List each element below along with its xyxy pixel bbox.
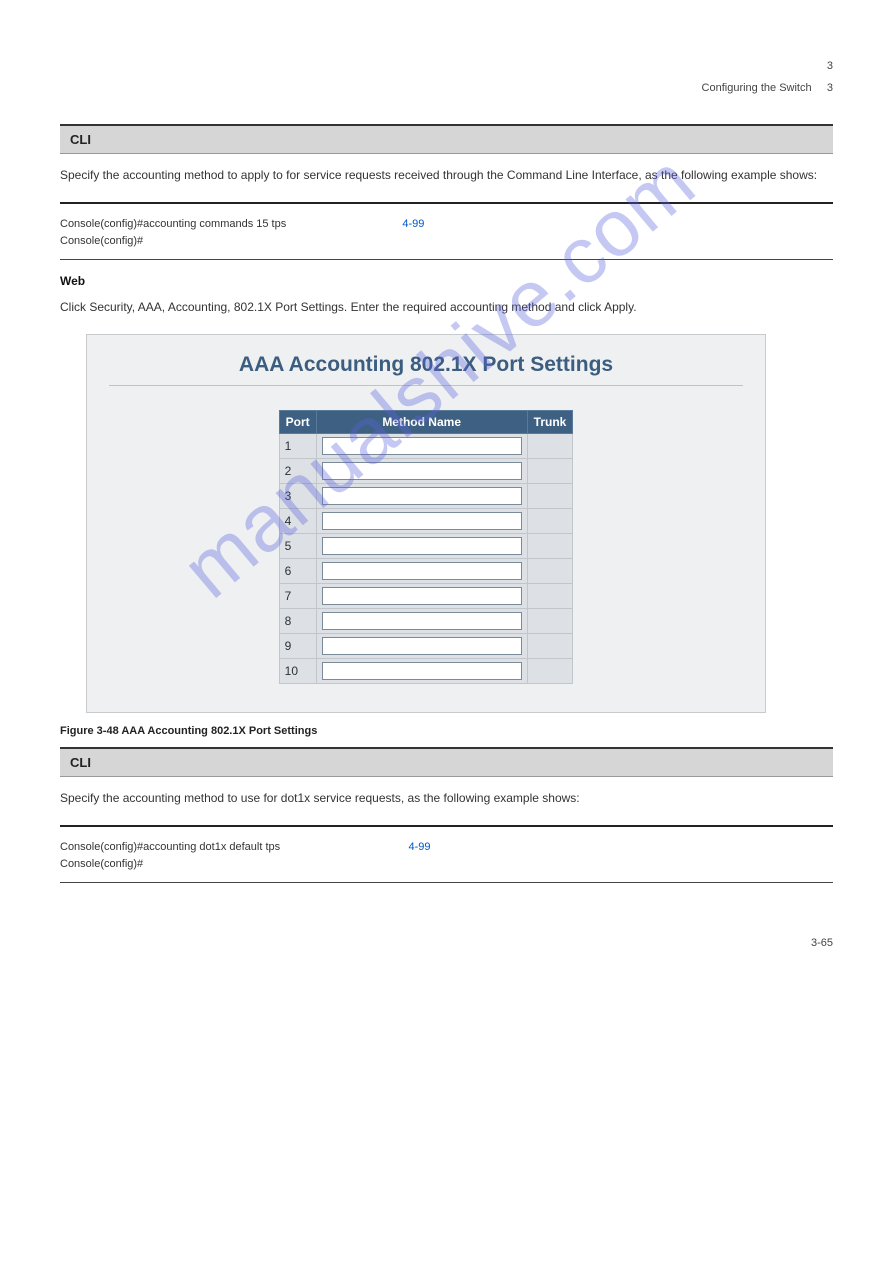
method-name-input[interactable] <box>322 587 522 605</box>
port-cell: 3 <box>279 484 316 509</box>
port-cell: 5 <box>279 534 316 559</box>
chapter-heading: Configuring the Switch 3 <box>60 82 833 94</box>
table-row: 2 <box>279 459 573 484</box>
page-number-top: 3 <box>60 60 833 72</box>
col-header-trunk: Trunk <box>527 411 573 434</box>
trunk-cell <box>527 659 573 684</box>
method-cell <box>316 434 527 459</box>
table-row: 7 <box>279 584 573 609</box>
port-cell: 2 <box>279 459 316 484</box>
cli-intro-text: Specify the accounting method to apply t… <box>60 166 833 184</box>
figure-caption: Figure 3-48 AAA Accounting 802.1X Port S… <box>60 725 833 737</box>
trunk-cell <box>527 434 573 459</box>
cli-line-2: Console(config)# <box>60 235 143 247</box>
method-cell <box>316 559 527 584</box>
figure-hr <box>109 385 743 386</box>
table-row: 8 <box>279 609 573 634</box>
method-cell <box>316 534 527 559</box>
cli2-example-block: Console(config)#accounting dot1x default… <box>60 839 833 872</box>
cli2-page-ref-link[interactable]: 4-99 <box>409 841 431 853</box>
method-name-input[interactable] <box>322 662 522 680</box>
chapter-title: Configuring the Switch <box>702 82 812 94</box>
port-cell: 9 <box>279 634 316 659</box>
figure-panel-title: AAA Accounting 802.1X Port Settings <box>109 353 743 377</box>
rule-top-2 <box>60 825 833 827</box>
rule-bottom-2 <box>60 882 833 883</box>
cli-section-bar: CLI <box>60 124 833 154</box>
table-row: 4 <box>279 509 573 534</box>
page-number-bottom: 3-65 <box>60 937 833 949</box>
trunk-cell <box>527 484 573 509</box>
cli2-line-1: Console(config)#accounting dot1x default… <box>60 841 280 853</box>
col-header-port: Port <box>279 411 316 434</box>
method-name-input[interactable] <box>322 637 522 655</box>
cli-page-ref-link[interactable]: 4-99 <box>402 218 424 230</box>
method-name-input[interactable] <box>322 487 522 505</box>
trunk-cell <box>527 559 573 584</box>
method-name-input[interactable] <box>322 562 522 580</box>
method-cell <box>316 509 527 534</box>
cli2-intro-text: Specify the accounting method to use for… <box>60 789 833 807</box>
method-cell <box>316 634 527 659</box>
web-subhead: Web <box>60 274 833 288</box>
table-row: 9 <box>279 634 573 659</box>
col-header-method: Method Name <box>316 411 527 434</box>
method-name-input[interactable] <box>322 512 522 530</box>
method-name-input[interactable] <box>322 612 522 630</box>
port-cell: 1 <box>279 434 316 459</box>
table-row: 6 <box>279 559 573 584</box>
table-row: 3 <box>279 484 573 509</box>
rule-top <box>60 202 833 204</box>
port-cell: 4 <box>279 509 316 534</box>
port-settings-table: Port Method Name Trunk 12345678910 <box>279 410 574 684</box>
port-cell: 7 <box>279 584 316 609</box>
chapter-number: 3 <box>827 82 833 94</box>
table-row: 1 <box>279 434 573 459</box>
port-cell: 6 <box>279 559 316 584</box>
web-text: Click Security, AAA, Accounting, 802.1X … <box>60 298 833 316</box>
trunk-cell <box>527 534 573 559</box>
cli2-section-bar: CLI <box>60 747 833 777</box>
cli2-line-2: Console(config)# <box>60 858 143 870</box>
method-cell <box>316 609 527 634</box>
trunk-cell <box>527 634 573 659</box>
method-cell <box>316 459 527 484</box>
table-row: 10 <box>279 659 573 684</box>
trunk-cell <box>527 609 573 634</box>
trunk-cell <box>527 584 573 609</box>
port-cell: 8 <box>279 609 316 634</box>
rule-bottom <box>60 259 833 260</box>
method-name-input[interactable] <box>322 462 522 480</box>
trunk-cell <box>527 459 573 484</box>
cli-line-1: Console(config)#accounting commands 15 t… <box>60 218 286 230</box>
method-name-input[interactable] <box>322 537 522 555</box>
trunk-cell <box>527 509 573 534</box>
method-cell <box>316 484 527 509</box>
method-cell <box>316 659 527 684</box>
port-cell: 10 <box>279 659 316 684</box>
table-row: 5 <box>279 534 573 559</box>
method-cell <box>316 584 527 609</box>
figure-panel: AAA Accounting 802.1X Port Settings Port… <box>86 334 766 713</box>
method-name-input[interactable] <box>322 437 522 455</box>
cli-example-block: Console(config)#accounting commands 15 t… <box>60 216 833 249</box>
